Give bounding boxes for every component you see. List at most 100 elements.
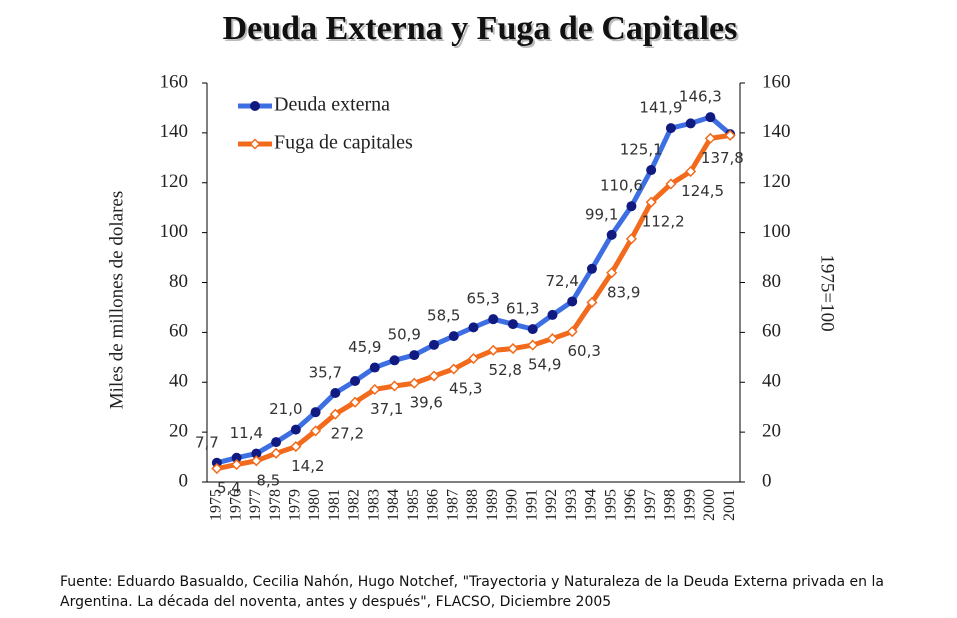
- marker: [271, 437, 282, 448]
- data-label: 27,2: [331, 425, 364, 443]
- marker: [350, 376, 361, 387]
- x-tick-label: 1975: [208, 489, 225, 521]
- marker: [231, 452, 242, 463]
- y-tick-label: 100: [160, 221, 189, 242]
- y-axis-label: Miles de millones de dolares: [106, 191, 127, 409]
- legend-marker: [250, 101, 260, 111]
- data-label: 5,4: [217, 479, 241, 497]
- x-tick-label: 1986: [425, 489, 442, 521]
- x-tick-label: 1979: [287, 489, 304, 521]
- marker: [685, 118, 696, 129]
- marker: [527, 324, 538, 335]
- data-label: 146,3: [679, 88, 722, 106]
- data-label: 60,3: [568, 342, 601, 360]
- data-label: 21,0: [269, 400, 302, 418]
- legend-label: Deuda externa: [274, 94, 390, 116]
- marker: [428, 370, 440, 382]
- marker: [231, 458, 243, 471]
- x-tick-label: 1999: [681, 489, 698, 521]
- y-tick-label: 20: [169, 420, 188, 441]
- y-tick-label: 80: [169, 271, 188, 292]
- marker: [250, 455, 262, 467]
- x-tick-label: 1989: [484, 489, 501, 521]
- y2-tick-label: 140: [762, 121, 791, 142]
- marker: [586, 263, 597, 274]
- y2-tick-label: 100: [762, 221, 791, 242]
- x-tick-label: 1983: [365, 489, 382, 521]
- y2-tick-label: 80: [762, 271, 781, 292]
- data-label: 50,9: [388, 326, 421, 344]
- data-label: 141,9: [639, 99, 682, 117]
- marker: [507, 319, 518, 330]
- y-tick-label: 160: [160, 71, 189, 92]
- marker: [704, 132, 716, 144]
- x-tick-label: 1996: [622, 489, 639, 521]
- marker: [349, 396, 361, 408]
- title-shadow: Deuda Externa y Fuga de Capitales: [225, 12, 740, 49]
- marker: [211, 462, 223, 475]
- legend-marker: [249, 138, 261, 150]
- marker: [388, 380, 401, 392]
- y-tick-label: 0: [179, 470, 189, 491]
- x-tick-label: 2001: [721, 489, 738, 521]
- marker: [566, 326, 578, 338]
- data-label: 110,6: [600, 177, 643, 195]
- x-tick-label: 1984: [385, 489, 402, 521]
- data-label: 54,9: [528, 356, 561, 374]
- source-box: Fuente: Eduardo Basualdo, Cecilia Nahón,…: [60, 574, 884, 610]
- x-tick-label: 1991: [523, 489, 540, 521]
- data-label: 14,2: [291, 457, 324, 475]
- x-tick-label: 1995: [602, 489, 619, 521]
- data-label: 112,2: [642, 213, 685, 231]
- marker: [567, 296, 578, 307]
- x-tick-label: 1998: [662, 489, 679, 521]
- marker: [290, 424, 301, 435]
- marker: [724, 129, 736, 141]
- marker: [665, 178, 677, 190]
- x-tick-label: 1977: [247, 489, 264, 521]
- marker: [547, 309, 558, 320]
- y2-tick-label: 60: [762, 321, 781, 342]
- marker: [290, 441, 302, 453]
- x-tick-label: 2000: [701, 489, 718, 521]
- marker: [665, 123, 676, 134]
- data-label: 37,1: [370, 400, 403, 418]
- x-tick-label: 1978: [267, 489, 284, 521]
- chart-title: Deuda Externa y Fuga de Capitales: [223, 10, 738, 47]
- data-label: 58,5: [427, 307, 460, 325]
- legend-label: Fuga de capitales: [274, 132, 413, 154]
- marker: [330, 387, 341, 398]
- marker: [606, 267, 618, 279]
- marker: [626, 201, 637, 212]
- y-tick-label: 60: [169, 321, 188, 342]
- x-tick-label: 1982: [346, 489, 363, 521]
- marker: [211, 457, 222, 468]
- x-tick-label: 1985: [405, 489, 422, 521]
- marker: [625, 233, 637, 245]
- source: Fuente: Eduardo Basualdo, Cecilia Nahón,…: [60, 574, 884, 610]
- marker: [645, 196, 657, 208]
- marker: [409, 350, 420, 361]
- data-label: 8,5: [256, 471, 280, 489]
- y-tick-label: 120: [160, 171, 189, 192]
- data-label: 7,7: [195, 433, 219, 451]
- marker: [369, 362, 380, 373]
- marker: [310, 407, 321, 418]
- y-tick-label: 140: [160, 121, 189, 142]
- marker: [251, 448, 262, 459]
- marker: [310, 425, 322, 437]
- marker: [448, 331, 459, 342]
- data-label: 72,4: [546, 272, 579, 290]
- x-tick-label: 1981: [326, 489, 343, 521]
- x-tick-label: 1987: [444, 489, 461, 521]
- marker: [685, 165, 697, 178]
- y2-axis-label: 1975=100: [817, 254, 838, 331]
- marker: [270, 447, 282, 459]
- marker: [488, 314, 499, 325]
- data-label: 65,3: [467, 290, 500, 308]
- marker: [546, 333, 559, 345]
- marker: [586, 296, 598, 309]
- marker: [705, 112, 716, 123]
- marker: [646, 165, 657, 176]
